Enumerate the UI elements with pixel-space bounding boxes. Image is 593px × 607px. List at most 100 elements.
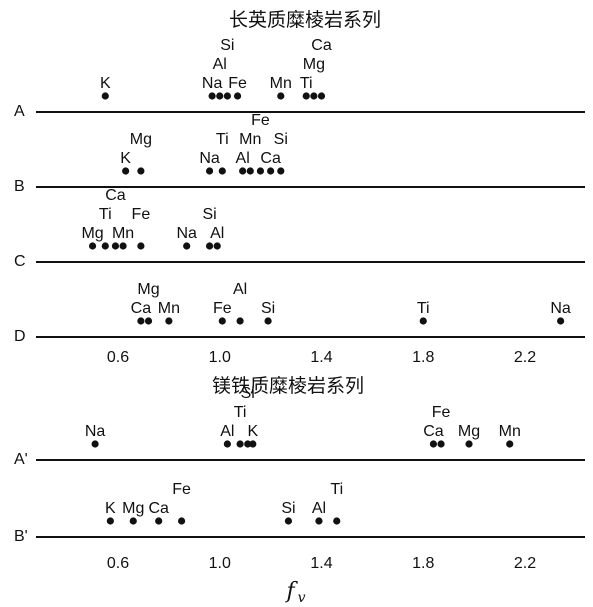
data-point — [256, 167, 265, 175]
element-label: Fe — [251, 112, 270, 129]
element-label: Ca — [311, 37, 332, 54]
element-label: Si — [281, 500, 295, 517]
data-point — [239, 167, 247, 175]
element-label: Mn — [270, 75, 292, 92]
element-label: Ca — [148, 500, 169, 517]
element-label: Al — [213, 56, 227, 73]
data-point — [317, 92, 326, 100]
data-point — [310, 92, 318, 100]
data-point — [144, 317, 153, 325]
data-point — [213, 242, 221, 250]
data-point — [244, 440, 252, 448]
element-label: Al — [210, 225, 224, 242]
data-point — [249, 440, 257, 448]
data-point — [223, 92, 231, 100]
data-point — [246, 167, 254, 175]
element-label: Ti — [99, 206, 112, 223]
element-label: Ti — [300, 75, 313, 92]
data-point — [216, 92, 224, 100]
element-label: K — [100, 75, 111, 92]
data-point — [205, 242, 214, 250]
element-label: Na — [199, 150, 220, 167]
element-label: Mg — [122, 500, 144, 517]
x-tick-label: 1.0 — [209, 555, 231, 572]
panel-title: 镁铁质糜棱岩系列 — [212, 375, 364, 397]
data-point — [429, 440, 438, 448]
element-label: Ti — [330, 481, 343, 498]
data-point — [315, 517, 323, 525]
element-label: Na — [550, 300, 571, 317]
data-point — [106, 517, 114, 525]
element-label: Fe — [172, 481, 191, 498]
element-label: Ca — [260, 150, 281, 167]
data-point — [465, 440, 473, 448]
row-label: B' — [14, 528, 28, 545]
data-point — [557, 317, 565, 325]
data-point — [165, 317, 173, 325]
element-label: Si — [261, 300, 275, 317]
element-label: Si — [274, 131, 288, 148]
data-point — [155, 517, 163, 525]
x-tick-label: 2.2 — [514, 555, 536, 572]
row-label: A' — [14, 451, 28, 468]
row-label: D — [14, 328, 26, 345]
element-label: Mg — [137, 281, 159, 298]
element-label: Al — [236, 150, 250, 167]
data-point — [302, 92, 310, 100]
row-label: C — [14, 253, 26, 270]
element-label: Ti — [234, 404, 247, 421]
data-point — [119, 242, 127, 250]
data-point — [284, 517, 293, 525]
data-point — [264, 317, 272, 325]
panel-title: 长英质糜棱岩系列 — [229, 9, 381, 31]
data-point — [101, 242, 109, 250]
element-label: Mn — [499, 423, 521, 440]
data-point — [101, 92, 109, 100]
x-tick-label: 1.4 — [310, 555, 332, 572]
element-label: Mn — [158, 300, 180, 317]
element-label: Ca — [105, 187, 126, 204]
data-point — [236, 440, 244, 448]
data-point — [137, 242, 145, 250]
row-label: A — [14, 103, 25, 120]
row-label: B — [14, 178, 25, 195]
x-tick-label: 0.6 — [107, 555, 129, 572]
element-label: K — [120, 150, 131, 167]
element-label: Ca — [423, 423, 444, 440]
data-point — [437, 440, 445, 448]
data-point — [111, 242, 120, 250]
data-point — [218, 167, 226, 175]
data-point — [122, 167, 130, 175]
data-point — [177, 517, 186, 525]
data-point — [91, 440, 99, 448]
element-label: Mg — [130, 131, 152, 148]
data-point — [233, 92, 242, 100]
data-point — [218, 317, 226, 325]
data-point — [129, 517, 137, 525]
element-label: Na — [202, 75, 223, 92]
x-tick-label: 1.8 — [412, 349, 434, 366]
data-point — [205, 167, 214, 175]
element-label: Fe — [213, 300, 232, 317]
data-point — [267, 167, 275, 175]
data-point — [236, 317, 244, 325]
x-tick-label: 1.0 — [209, 349, 231, 366]
data-point — [333, 517, 341, 525]
element-label: Mg — [81, 225, 103, 242]
element-label: Mn — [112, 225, 134, 242]
element-label: Fe — [228, 75, 247, 92]
x-tick-label: 0.6 — [107, 349, 129, 366]
element-label: Mn — [239, 131, 261, 148]
element-label: Na — [85, 423, 106, 440]
data-point — [419, 317, 427, 325]
data-point — [183, 242, 191, 250]
data-point — [223, 440, 231, 448]
element-label: Ti — [417, 300, 430, 317]
element-label: Na — [176, 225, 197, 242]
x-tick-label: 1.4 — [310, 349, 332, 366]
element-label: Si — [220, 37, 234, 54]
element-label: Fe — [432, 404, 451, 421]
element-label: Mg — [458, 423, 480, 440]
element-label: Al — [233, 281, 247, 298]
